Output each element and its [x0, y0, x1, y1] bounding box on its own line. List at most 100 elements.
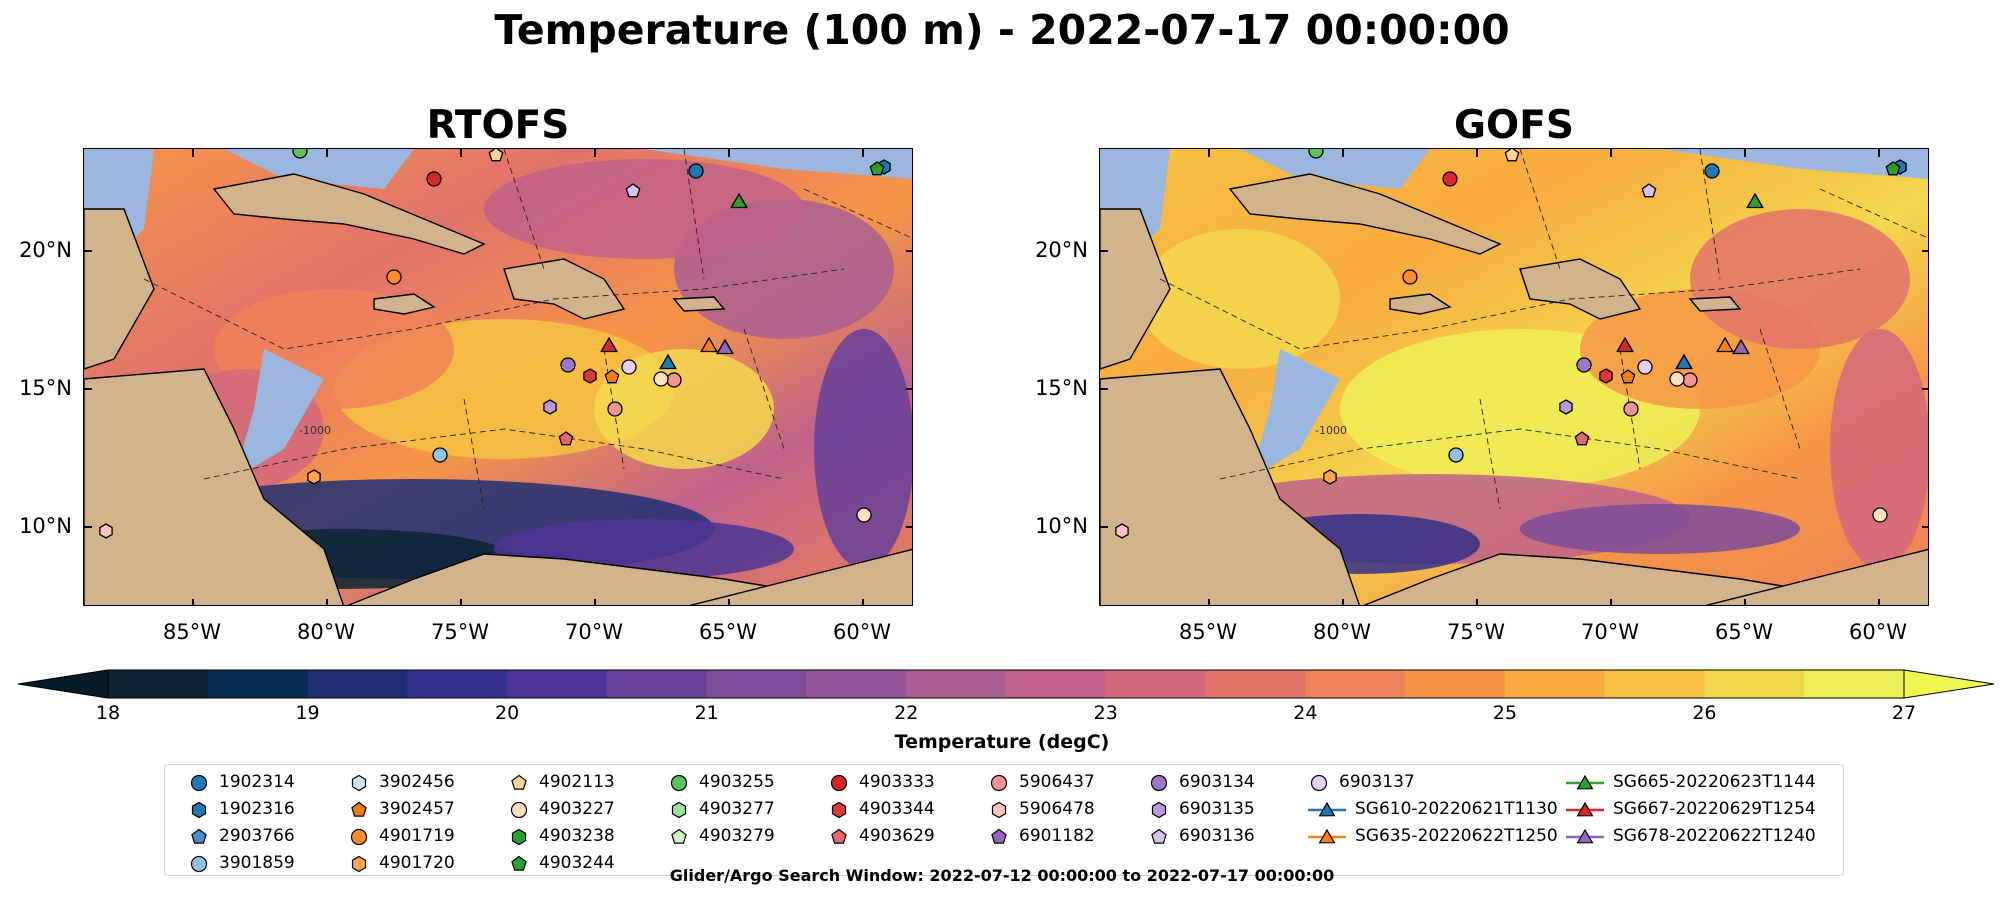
argo-float-marker [488, 149, 504, 162]
legend-label: 4901720 [379, 853, 455, 873]
legend-label: 6903136 [1179, 826, 1255, 846]
lon-tick-70w: 70°W [565, 620, 623, 644]
lon-tick-60w: 60°W [833, 620, 891, 644]
legend-label: 6903135 [1179, 799, 1255, 819]
hexagon-marker-icon [191, 801, 207, 818]
colorbar-tick-label: 18 [95, 702, 121, 724]
hexagon-marker [991, 801, 1007, 818]
land-mass [503, 258, 626, 320]
argo-float-marker [583, 368, 597, 384]
eez-boundary [1219, 428, 1801, 480]
argo-float-marker [558, 431, 574, 446]
legend-label: SG635-20220622T1250 [1355, 826, 1558, 846]
eez-boundary [1159, 268, 1861, 350]
hexagon-marker-icon [351, 774, 367, 791]
colorbar-swatch [1105, 670, 1207, 698]
legend-entry: 4903629 [827, 823, 935, 850]
legend-entry: 4902113 [507, 769, 615, 796]
eez-boundary [203, 428, 785, 480]
land-mass [84, 368, 345, 605]
colorbar-swatch [1604, 670, 1706, 698]
legend-entry: 1902314 [187, 769, 295, 796]
glider-marker [659, 353, 677, 370]
triangle-marker [1576, 774, 1594, 789]
pentagon-marker-icon [511, 855, 527, 871]
legend-label: 4903279 [699, 826, 775, 846]
land-mass [1100, 208, 1171, 370]
pentagon-marker [511, 774, 527, 790]
temperature-patch [484, 159, 804, 259]
land-mass [1389, 293, 1452, 315]
lon-tick-70w: 70°W [1581, 620, 1639, 644]
circle-marker-icon [1150, 774, 1168, 791]
colorbar-swatch [1405, 670, 1506, 698]
circle-marker [1310, 774, 1328, 791]
legend-entry: 5906437 [987, 769, 1095, 796]
legend-entry: 4903227 [507, 796, 615, 823]
argo-float-marker [1442, 171, 1458, 187]
colorbar-swatch [108, 670, 209, 698]
lon-tick-75w: 75°W [1447, 620, 1505, 644]
temperature-patch [814, 329, 912, 569]
argo-float-marker [307, 469, 321, 485]
legend-label: 4903629 [859, 826, 935, 846]
circle-marker [1150, 774, 1168, 791]
argo-float-marker [99, 523, 113, 539]
pentagon-marker-icon [511, 774, 527, 790]
colorbar-min-extend [17, 669, 109, 699]
temperature-patch [1140, 229, 1340, 369]
pentagon-marker [991, 828, 1007, 844]
lat-tick-10n: 10°N [19, 514, 72, 538]
colorbar-swatch [1205, 670, 1306, 698]
argo-float-marker [604, 369, 620, 384]
map-panel-gofs: -1000 [1099, 148, 1929, 606]
legend-entry: 4901720 [347, 850, 455, 877]
lon-tick-75w: 75°W [431, 620, 489, 644]
argo-float-marker [1682, 372, 1698, 388]
depth-contour-label: -1000 [1315, 424, 1347, 437]
argo-float-marker [666, 372, 682, 388]
land-mass [672, 296, 726, 312]
colorbar-swatch [706, 670, 808, 698]
legend-entry: 6903137 [1307, 769, 1415, 796]
colorbar-swatch [407, 670, 508, 698]
legend-label: 4902113 [539, 772, 615, 792]
legend-entry: SG635-20220622T1250 [1307, 823, 1558, 850]
colorbar-swatch [1804, 670, 1905, 698]
legend-entry: 4903344 [827, 796, 935, 823]
hexagon-marker-icon [991, 801, 1007, 818]
legend-entry: 4903244 [507, 850, 615, 877]
legend-entry: 6903134 [1147, 769, 1255, 796]
continental-shelf [644, 149, 912, 179]
hexagon-marker [191, 801, 207, 818]
lon-tick-85w: 85°W [1179, 620, 1237, 644]
argo-float-marker [1872, 507, 1888, 523]
legend-label: SG665-20220623T1144 [1613, 772, 1816, 792]
triangle-marker [1576, 801, 1594, 816]
pentagon-marker [351, 801, 367, 817]
glider-marker [1746, 192, 1764, 209]
triangle-marker [1576, 828, 1594, 843]
argo-float-marker [653, 371, 669, 387]
glider-marker [1675, 353, 1693, 370]
eez-boundary [503, 149, 912, 280]
legend-label: 4903333 [859, 772, 935, 792]
colorbar-label: Temperature (degC) [894, 731, 1110, 753]
lon-tick-80w: 80°W [1313, 620, 1371, 644]
argo-float-marker [607, 401, 623, 417]
lat-tick-20n: 20°N [19, 238, 72, 262]
colorbar [17, 669, 1995, 699]
triangle-marker-icon [1566, 774, 1604, 789]
colorbar-swatch [307, 670, 408, 698]
colorbar-swatch [906, 670, 1007, 698]
figure-title: Temperature (100 m) - 2022-07-17 00:00:0… [494, 6, 1510, 54]
circle-marker [670, 774, 688, 791]
legend-entry: 3902456 [347, 769, 455, 796]
lat-tick-15n: 15°N [19, 376, 72, 400]
colorbar-max-extend [1903, 669, 1995, 699]
hexagon-marker-icon [511, 828, 527, 845]
legend-entry: SG667-20220629T1254 [1565, 796, 1816, 823]
pentagon-marker [831, 828, 847, 844]
hexagon-marker [671, 801, 687, 818]
legend-label: 6903134 [1179, 772, 1255, 792]
